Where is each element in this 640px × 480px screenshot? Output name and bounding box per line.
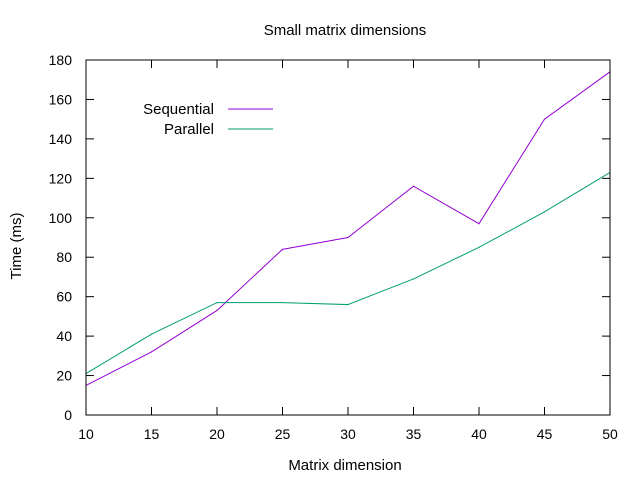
x-tick-label: 15 <box>144 426 160 442</box>
y-tick-label: 180 <box>49 52 73 68</box>
x-tick-label: 45 <box>537 426 553 442</box>
x-tick-label: 25 <box>275 426 291 442</box>
data-point-sequential <box>478 223 480 225</box>
x-axis-label: Matrix dimension <box>288 457 401 474</box>
data-point-parallel <box>150 333 153 335</box>
y-tick-label: 40 <box>56 328 72 344</box>
data-point-parallel <box>412 278 415 280</box>
legend: Sequential Parallel <box>143 101 273 138</box>
plot-frame <box>85 59 611 416</box>
x-tick-label: 30 <box>340 426 356 442</box>
data-point-parallel <box>281 301 284 304</box>
data-point-sequential <box>347 236 349 239</box>
legend-label-sequential: Sequential <box>143 101 214 118</box>
x-tick-label: 20 <box>209 426 225 442</box>
data-point-parallel <box>478 246 480 248</box>
data-point-parallel <box>216 301 218 304</box>
y-tick-label: 100 <box>49 210 73 226</box>
data-point-parallel <box>347 303 349 306</box>
y-tick-label: 60 <box>56 289 72 305</box>
x-tick-label: 40 <box>471 426 487 442</box>
data-point-sequential <box>281 248 284 250</box>
data-point-sequential <box>216 309 218 312</box>
data-point-sequential <box>543 118 546 120</box>
y-tick-label: 140 <box>49 131 73 147</box>
y-tick-label: 120 <box>49 170 73 186</box>
x-tick-label: 35 <box>406 426 422 442</box>
data-point-parallel <box>543 211 546 213</box>
legend-label-parallel: Parallel <box>164 121 214 138</box>
y-tick-label: 160 <box>49 91 73 107</box>
x-tick-label: 10 <box>78 426 94 442</box>
chart-title: Small matrix dimensions <box>264 22 427 39</box>
y-tick-label: 80 <box>56 249 72 265</box>
y-tick-label: 0 <box>64 407 72 423</box>
y-axis-label: Time (ms) <box>8 213 25 280</box>
y-tick-label: 20 <box>56 368 72 384</box>
axis-ticks: 10 15 20 25 30 35 40 45 50 0 20 40 60 80 100 120 140 160 1… <box>49 52 618 442</box>
data-point-sequential <box>412 185 415 187</box>
x-tick-label: 50 <box>602 426 618 442</box>
data-point-sequential <box>150 351 153 353</box>
